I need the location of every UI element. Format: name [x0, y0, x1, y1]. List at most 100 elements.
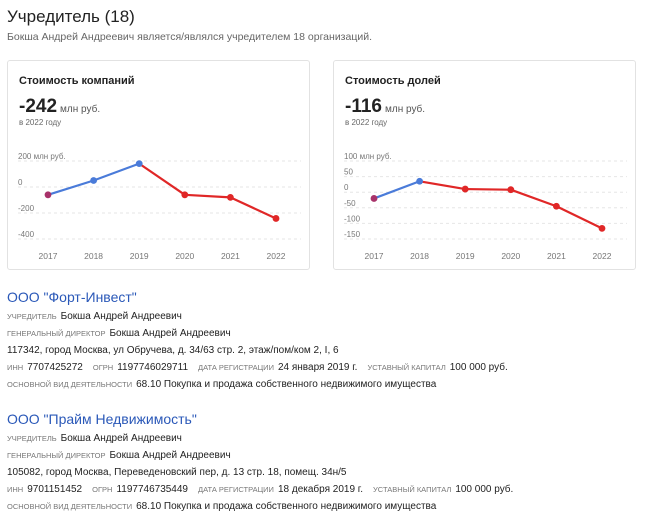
reg-date-value: 24 января 2019 г.	[277, 362, 358, 373]
reg-date-label: дата регистрации	[198, 363, 274, 372]
founder-label: учредитель	[7, 312, 57, 321]
y-tick-label: 100 млн руб.	[344, 152, 392, 161]
page-subtitle: Бокша Андрей Андреевич является/являлся …	[7, 31, 372, 43]
x-tick-label: 2022	[267, 251, 286, 261]
card-value: -116 млн руб.	[345, 96, 425, 118]
data-point	[416, 177, 423, 185]
ogrn-label: ОГРН	[92, 485, 113, 494]
card-value-unit: млн руб.	[60, 104, 101, 115]
director-label: генеральный директор	[7, 329, 106, 338]
capital-value: 100 000 руб.	[455, 484, 514, 495]
data-point	[272, 215, 280, 222]
company-name-link[interactable]: ООО "Прайм Недвижимость"	[7, 411, 197, 427]
activity-label: основной вид деятельности	[7, 502, 133, 511]
data-point	[227, 194, 234, 201]
series-line-segment	[372, 180, 421, 200]
data-point	[370, 195, 378, 202]
card-year-note: в 2022 году	[19, 118, 62, 127]
series-line-segment	[138, 162, 186, 196]
data-point	[44, 191, 52, 199]
director-link[interactable]: Бокша Андрей Андреевич	[109, 450, 231, 461]
activity-row: основной вид деятельности 68.10 Покупка и…	[7, 378, 637, 391]
y-tick-label: 0	[18, 178, 23, 187]
director-label: генеральный директор	[7, 451, 106, 460]
data-point	[135, 160, 143, 167]
capital-label: уставный капитал	[373, 485, 452, 494]
x-tick-label: 2020	[175, 251, 194, 261]
y-tick-label: 50	[344, 168, 353, 177]
requisites-row: ИНН 9701151452 ОГРН 1197746735449 дата регис…	[7, 483, 637, 496]
series-line-segment	[464, 187, 512, 191]
company-entry: ООО "Прайм Недвижимость" учредитель Бокша…	[7, 411, 637, 513]
ogrn-value: 1197746735449	[116, 484, 188, 495]
address: 105082, город Москва, Переведеновский пе…	[7, 467, 347, 478]
x-tick-label: 2018	[84, 251, 103, 261]
address: 117342, город Москва, ул Обручева, д. 34…	[7, 345, 339, 356]
inn-label: ИНН	[7, 485, 24, 494]
inn-value: 7707425272	[27, 362, 83, 373]
series-line-segment	[418, 180, 467, 191]
company-entry: ООО "Форт-Инвест" учредитель Бокша Андрей…	[7, 289, 637, 391]
data-point	[553, 202, 560, 210]
data-point	[507, 186, 515, 194]
x-tick-label: 2019	[130, 251, 149, 261]
activity-row: основной вид деятельности 68.10 Покупка и…	[7, 500, 637, 513]
inn-label: ИНН	[7, 363, 24, 372]
founder-label: учредитель	[7, 434, 57, 443]
data-point	[90, 177, 97, 184]
x-tick-label: 2021	[221, 251, 240, 261]
requisites-row: ИНН 7707425272 ОГРН 1197746029711 дата регис…	[7, 361, 637, 374]
ogrn-value: 1197746029711	[117, 362, 189, 373]
inn-value: 9701151452	[27, 484, 83, 495]
card-value-number: -116	[345, 96, 382, 117]
data-point	[461, 185, 469, 193]
x-tick-label: 2021	[547, 251, 566, 261]
ogrn-label: ОГРН	[92, 363, 114, 372]
y-tick-label: -200	[18, 204, 35, 213]
x-tick-label: 2019	[456, 251, 475, 261]
card-value-number: -242	[19, 96, 58, 117]
companies-value-chart: 200 млн руб. 0 -200 -400 2017 2018 2019 2020 202…	[18, 152, 301, 261]
capital-label: уставный капитал	[367, 363, 446, 372]
series-line-segment	[555, 205, 604, 230]
x-tick-label: 2017	[39, 251, 58, 261]
card-value-unit: млн руб.	[384, 104, 426, 115]
director-row: генеральный директор Бокша Андрей Андреев…	[7, 327, 637, 340]
x-tick-label: 2020	[501, 251, 520, 261]
card-title: Стоимость компаний	[19, 75, 135, 87]
card-title: Стоимость долей	[345, 75, 441, 87]
series-line-segment	[183, 193, 232, 199]
founder-link[interactable]: Бокша Андрей Андреевич	[60, 433, 182, 444]
shares-value-card: Стоимость долей -116 млн руб. в 2022 году…	[333, 60, 636, 270]
x-tick-label: 2022	[593, 251, 612, 261]
x-tick-label: 2018	[410, 251, 429, 261]
company-name-link[interactable]: ООО "Форт-Инвест"	[7, 289, 137, 305]
y-tick-label: -100	[344, 214, 361, 223]
reg-date-value: 18 декабря 2019 г.	[277, 484, 364, 495]
y-tick-label: -50	[344, 199, 356, 208]
founder-row: учредитель Бокша Андрей Андреевич	[7, 310, 637, 323]
x-tick-label: 2017	[365, 251, 384, 261]
data-point	[598, 224, 606, 232]
capital-value: 100 000 руб.	[449, 362, 508, 373]
activity-value: 68.10 Покупка и продажа собственного нед…	[136, 501, 437, 512]
series-line-segment	[46, 179, 95, 196]
founder-row: учредитель Бокша Андрей Андреевич	[7, 432, 637, 445]
founder-link[interactable]: Бокша Андрей Андреевич	[60, 311, 182, 322]
activity-label: основной вид деятельности	[7, 380, 133, 389]
y-tick-label: -400	[18, 230, 35, 239]
series-line-segment	[92, 162, 141, 182]
director-link[interactable]: Бокша Андрей Андреевич	[109, 328, 231, 339]
series-line-segment	[509, 188, 558, 208]
y-tick-label: 0	[344, 183, 349, 192]
activity-value: 68.10 Покупка и продажа собственного нед…	[136, 379, 437, 390]
y-tick-label: -150	[344, 230, 361, 239]
series-line-segment	[229, 196, 278, 220]
y-tick-label: 200 млн руб.	[18, 152, 66, 161]
companies-value-card: Стоимость компаний -242 млн руб. в 2022 г…	[7, 60, 310, 270]
director-row: генеральный директор Бокша Андрей Андреев…	[7, 449, 637, 462]
card-year-note: в 2022 году	[345, 118, 388, 127]
reg-date-label: дата регистрации	[198, 485, 274, 494]
card-value: -242 млн руб.	[19, 96, 100, 118]
data-point	[181, 191, 189, 199]
